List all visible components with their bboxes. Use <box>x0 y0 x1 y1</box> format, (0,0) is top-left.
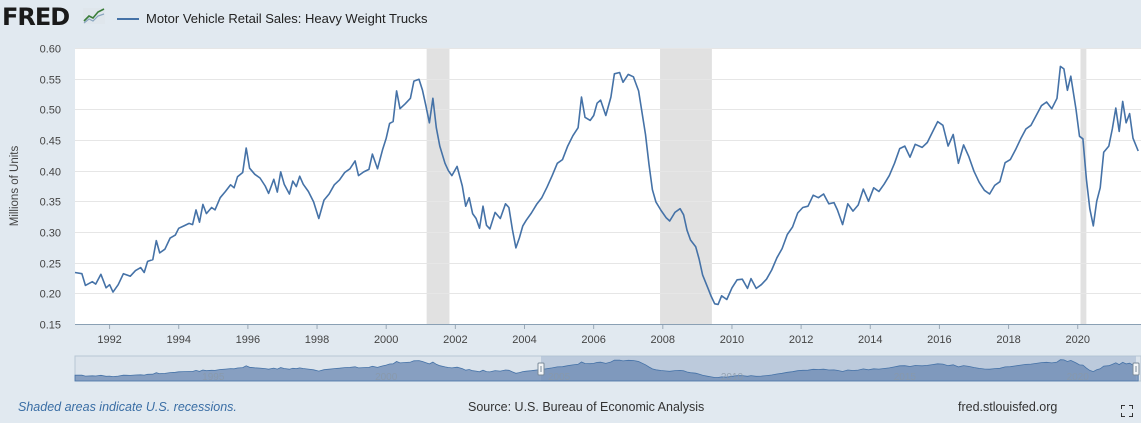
navigator-year-label: 2000 <box>375 372 398 383</box>
y-tick-label: 0.15 <box>40 320 61 332</box>
series-path[interactable] <box>74 65 1139 306</box>
range-navigator[interactable]: 1995 2000 2005 2010 2015 2020 <box>74 355 1141 383</box>
site-link[interactable]: fred.stlouisfed.org <box>958 400 1058 414</box>
x-tick-label: 2004 <box>512 334 536 346</box>
y-tick-label: 0.20 <box>40 289 61 301</box>
series-line <box>74 65 1139 306</box>
x-tick-label: 1992 <box>97 334 121 346</box>
y-tick-label: 0.60 <box>40 44 61 56</box>
x-tick-label: 2012 <box>789 334 813 346</box>
x-tick-label: 2000 <box>374 334 398 346</box>
x-tick-label: 2016 <box>927 334 951 346</box>
recession-note: Shaded areas indicate U.S. recessions. <box>18 400 237 414</box>
navigator-area-series <box>74 359 1139 382</box>
y-tick-label: 0.55 <box>40 75 61 87</box>
recession-band <box>1080 48 1087 324</box>
x-tick-label: 2020 <box>1065 334 1089 346</box>
y-axis-tick-labels: 0.15 0.20 0.25 0.30 0.35 0.40 0.45 0.50 0.55 0.60 <box>40 44 61 332</box>
source-text: Source: U.S. Bureau of Economic Analysis <box>468 400 705 414</box>
fred-chart-icon <box>83 8 105 24</box>
fred-logo[interactable]: FRED <box>2 3 70 31</box>
x-tick-label: 1996 <box>236 334 260 346</box>
chart-legend[interactable]: Motor Vehicle Retail Sales: Heavy Weight… <box>117 11 428 26</box>
y-tick-label: 0.45 <box>40 136 61 148</box>
navigator-year-labels: 1995 2000 2005 2010 2015 2020 <box>202 372 1089 383</box>
navigator-year-label: 1995 <box>202 372 225 383</box>
recession-band <box>660 48 712 324</box>
x-tick-label: 2008 <box>651 334 675 346</box>
navigator-year-label: 2010 <box>721 372 744 383</box>
y-tick-label: 0.25 <box>40 259 61 271</box>
navigator-year-label: 2005 <box>548 372 571 383</box>
legend-line-swatch <box>117 17 139 20</box>
chart-header: FRED Motor Vehicle Retail Sales: Heavy W… <box>0 0 1141 40</box>
legend-series-label: Motor Vehicle Retail Sales: Heavy Weight… <box>146 11 428 26</box>
y-tick-label: 0.30 <box>40 228 61 240</box>
x-tick-label: 2010 <box>720 334 744 346</box>
plot-area-background <box>75 48 1141 324</box>
x-axis-tick-labels: 1992 1994 1996 1998 2000 2002 2004 2006 2008 2010… <box>97 324 1090 346</box>
navigator-year-label: 2015 <box>894 372 917 383</box>
x-tick-label: 2018 <box>996 334 1020 346</box>
navigator-year-label: 2020 <box>1067 372 1090 383</box>
y-tick-label: 0.50 <box>40 105 61 117</box>
x-tick-label: 1994 <box>166 334 190 346</box>
fullscreen-icon[interactable] <box>1121 405 1133 417</box>
x-tick-label: 2002 <box>443 334 467 346</box>
x-tick-label: 1998 <box>305 334 329 346</box>
x-tick-label: 2014 <box>858 334 882 346</box>
y-axis-label: Millions of Units <box>9 145 21 226</box>
x-tick-label: 2006 <box>581 334 605 346</box>
recession-band <box>426 48 450 324</box>
y-tick-label: 0.40 <box>40 167 61 179</box>
y-tick-label: 0.35 <box>40 197 61 209</box>
